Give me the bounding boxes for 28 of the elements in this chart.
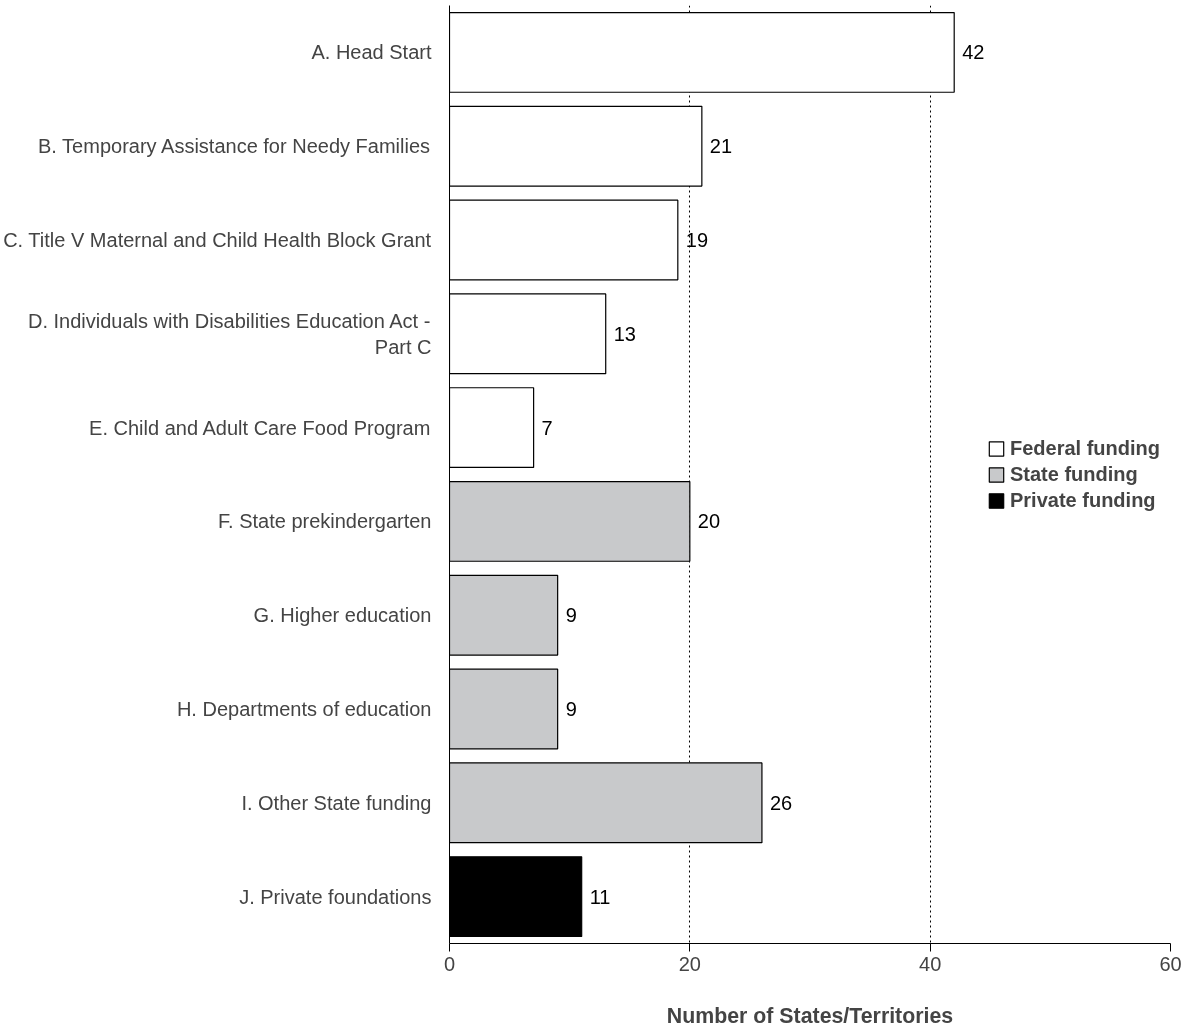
data-label: 9: [565, 698, 577, 720]
data-label: 21: [709, 135, 733, 158]
y-tick-label: A. Head Start: [311, 41, 432, 64]
data-label: 13: [613, 322, 636, 345]
y-tick-label: F. State prekindergarten: [218, 510, 432, 533]
data-label: 7: [541, 416, 553, 439]
y-tick-label: C. Title V Maternal and Child Health Block Grant: [3, 229, 432, 251]
legend-label: Private funding: [1010, 488, 1156, 512]
data-label: 9: [565, 604, 577, 627]
legend-label: Federal funding: [1010, 436, 1160, 460]
data-label: 26: [769, 791, 793, 814]
y-tick-label: H. Departments of education: [176, 698, 432, 720]
y-tick-label: J. Private foundations: [239, 885, 432, 908]
y-tick-label: E. Child and Adult Care Food Program: [89, 416, 431, 439]
y-tick-label: G. Higher education: [253, 604, 432, 627]
data-label: 11: [589, 885, 611, 908]
legend-label: State funding: [1010, 462, 1138, 486]
data-label: 19: [685, 229, 709, 251]
x-tick-label: 20: [678, 952, 701, 975]
y-tick-label: I. Other State funding: [241, 791, 432, 814]
y-tick-label: D. Individuals with Disabilities Education Act - Part C: [27, 309, 432, 358]
data-label: 20: [697, 510, 721, 533]
x-tick-label: 0: [443, 952, 456, 975]
x-tick-label: 60: [1159, 952, 1182, 975]
x-axis-title: Number of States/Territories: [666, 1003, 954, 1028]
y-tick-label: B. Temporary Assistance for Needy Families: [38, 135, 431, 158]
data-label: 42: [962, 41, 985, 64]
x-tick-label: 40: [919, 952, 942, 975]
